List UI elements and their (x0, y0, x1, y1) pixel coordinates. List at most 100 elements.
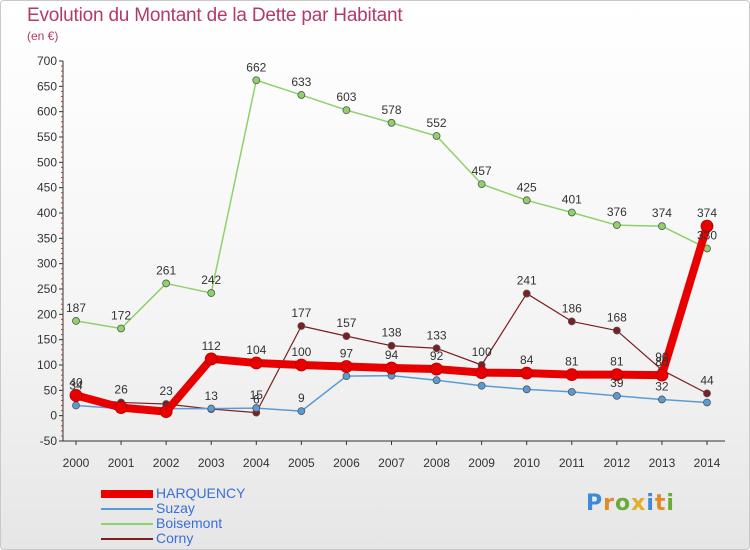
data-point-harquency (114, 401, 128, 414)
brand-letter: o (614, 491, 632, 516)
y-tick-label: 700 (37, 54, 57, 68)
data-point-corny (612, 326, 621, 335)
legend-label: Corny (156, 530, 194, 546)
legend-swatch (101, 490, 153, 498)
y-tick: 100 (37, 358, 63, 372)
x-tick-label: 2007 (378, 456, 405, 470)
y-tick-label: 400 (37, 206, 57, 220)
data-label-suzay: 15 (250, 388, 264, 402)
data-label-corny: 34 (69, 378, 83, 392)
y-tick: 550 (37, 130, 63, 144)
legend-label: HARQUENCY (156, 485, 246, 501)
y-tick-label: 100 (37, 358, 57, 372)
data-label-corny: 90 (655, 350, 669, 364)
data-label-suzay: 39 (610, 376, 624, 390)
data-label-suzay: 9 (298, 391, 305, 405)
data-label-harquency: 81 (610, 355, 624, 369)
data-point-suzay (477, 381, 486, 390)
data-point-boisemont (477, 180, 486, 189)
data-label-harquency: 104 (246, 343, 266, 357)
x-tick-label: 2013 (649, 456, 676, 470)
data-point-suzay (72, 401, 80, 410)
data-point-harquency (565, 368, 579, 382)
y-tick: 600 (37, 105, 63, 119)
y-tick-label: 600 (37, 105, 57, 119)
y-tick: 0 (50, 409, 63, 423)
y-tick: 300 (37, 257, 63, 271)
x-tick-label: 2005 (288, 456, 315, 470)
data-point-boisemont (567, 208, 576, 217)
data-point-boisemont (252, 76, 261, 85)
legend-label: Boisemont (156, 515, 223, 531)
y-tick: 400 (37, 206, 63, 220)
data-label-harquency: 94 (385, 348, 399, 362)
y-tick: 50 (44, 383, 63, 397)
data-label-corny: 26 (114, 382, 128, 396)
brand-logo: Proxiti (586, 491, 675, 516)
data-label-harquency: 84 (520, 353, 534, 367)
data-label-boisemont: 261 (156, 263, 176, 277)
chart-title: Evolution du Montant de la Dette par Hab… (27, 5, 403, 26)
data-point-suzay (703, 398, 711, 407)
data-point-suzay (297, 407, 306, 416)
x-tick-label: 2000 (63, 456, 90, 470)
data-point-harquency (700, 219, 714, 233)
data-point-harquency (249, 356, 263, 370)
data-point-harquency (655, 368, 669, 382)
x-tick-label: 2006 (333, 456, 360, 470)
data-label-boisemont: 172 (111, 309, 131, 323)
y-tick: 650 (37, 79, 63, 93)
y-tick-label: 650 (37, 79, 57, 93)
x-tick-label: 2003 (198, 456, 225, 470)
x-tick-label: 2009 (468, 456, 495, 470)
legend-label: Suzay (156, 500, 195, 516)
y-tick: 500 (37, 155, 63, 169)
brand-letter: x (631, 491, 647, 516)
data-label-corny: 6 (253, 393, 260, 407)
data-label-corny: 13 (205, 389, 219, 403)
y-tick: 450 (37, 181, 63, 195)
data-label-corny: 157 (336, 316, 356, 330)
data-label-boisemont: 374 (652, 206, 672, 220)
data-point-suzay (658, 395, 666, 404)
data-label-boisemont: 662 (246, 60, 266, 74)
data-point-boisemont (522, 196, 531, 205)
y-tick-label: 200 (37, 307, 57, 321)
brand-letter: P (586, 491, 604, 516)
y-tick: 150 (37, 333, 63, 347)
unit-note: (en €) (27, 29, 59, 43)
data-label-corny: 168 (607, 311, 627, 325)
data-label-harquency: 81 (565, 355, 579, 369)
legend-swatch (101, 523, 153, 525)
y-tick-label: 350 (37, 231, 57, 245)
data-label-corny: 241 (517, 274, 537, 288)
data-label-corny: 44 (700, 373, 714, 387)
x-tick-label: 2001 (108, 456, 135, 470)
x-tick-label: 2012 (604, 456, 631, 470)
data-point-corny (297, 322, 306, 330)
y-tick-label: 250 (37, 282, 57, 296)
brand-letter: i (666, 491, 675, 516)
data-label-harquency: 92 (430, 349, 444, 363)
y-tick-label: 500 (37, 155, 57, 169)
y-tick-label: 550 (37, 130, 57, 144)
data-point-harquency (475, 366, 489, 380)
y-tick: 250 (37, 282, 63, 296)
data-point-boisemont (162, 279, 171, 288)
data-label-harquency: 100 (291, 345, 311, 359)
data-point-harquency (520, 366, 534, 380)
data-label-boisemont: 457 (472, 164, 492, 178)
data-point-boisemont (117, 324, 125, 333)
data-label-boisemont: 187 (66, 301, 86, 315)
data-point-suzay (207, 404, 216, 413)
data-label-boisemont: 425 (517, 180, 537, 194)
data-point-harquency (340, 360, 353, 373)
data-point-boisemont (658, 222, 666, 231)
data-point-boisemont (342, 106, 351, 115)
data-label-boisemont: 242 (201, 273, 221, 287)
data-label-harquency: 40 (69, 375, 83, 389)
data-label-boisemont: 552 (427, 116, 447, 130)
data-label-harquency: 374 (697, 206, 717, 220)
y-tick-label: 0 (50, 409, 57, 423)
y-tick: 200 (37, 307, 63, 321)
